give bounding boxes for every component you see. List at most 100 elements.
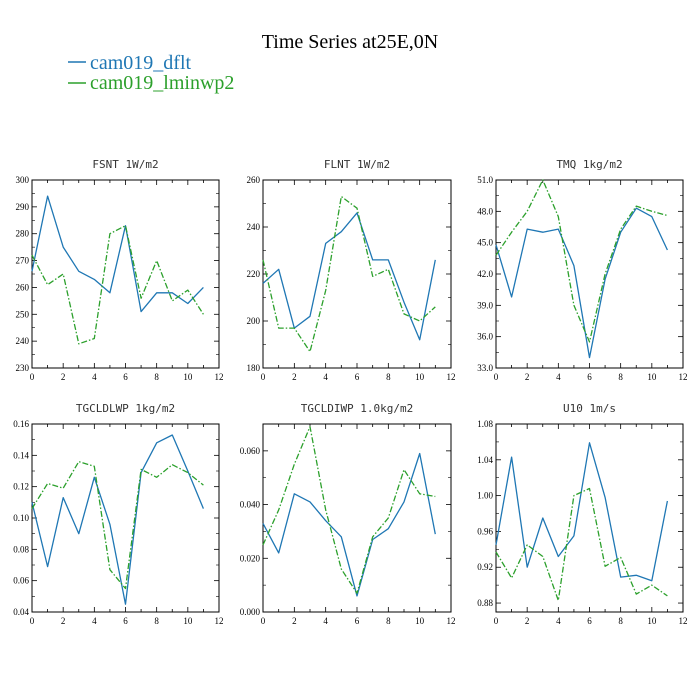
y-tick-label: 290: [16, 202, 30, 212]
y-tick-label: 180: [247, 363, 261, 373]
y-tick-label: 200: [247, 316, 261, 326]
x-tick-label: 6: [587, 372, 592, 382]
series-line-dflt: [262, 212, 436, 341]
series-line-dflt: [495, 207, 668, 359]
x-tick-label: 0: [261, 616, 266, 626]
x-tick-label: 4: [556, 616, 561, 626]
x-tick-label: 10: [415, 372, 425, 382]
x-tick-label: 12: [215, 616, 224, 626]
y-tick-label: 0.060: [240, 446, 261, 456]
panel-title: FSNT 1W/m2: [92, 158, 158, 171]
y-tick-label: 0.06: [13, 576, 29, 586]
y-tick-label: 300: [16, 175, 30, 185]
y-tick-label: 33.0: [477, 363, 493, 373]
panel-title: FLNT 1W/m2: [324, 158, 390, 171]
chart-panel-3: TMQ 1kg/m2 0 2 4 6 8 10 12 33.0 36.0 39.0 42.0 45.0 4…: [477, 158, 687, 382]
panel-title: TGCLDLWP 1kg/m2: [76, 402, 175, 415]
y-tick-label: 0.040: [240, 500, 261, 510]
series-line-lminwp2: [31, 225, 204, 345]
x-tick-label: 12: [447, 372, 456, 382]
x-tick-label: 8: [618, 372, 623, 382]
x-tick-label: 12: [215, 372, 224, 382]
series-line-lminwp2: [262, 426, 436, 594]
x-tick-label: 10: [183, 372, 193, 382]
x-tick-label: 2: [61, 616, 66, 626]
x-tick-label: 8: [154, 616, 159, 626]
x-tick-label: 12: [447, 616, 456, 626]
legend-label-lminwp2: cam019_lminwp2: [90, 72, 234, 94]
y-tick-label: 0.000: [240, 607, 261, 617]
series-line-dflt: [31, 195, 204, 313]
chart-panel-2: FLNT 1W/m2 0 2 4 6 8 10 12 180 200 220 240 260: [247, 158, 456, 382]
x-tick-label: 0: [494, 372, 499, 382]
y-tick-label: 0.10: [13, 513, 29, 523]
y-tick-label: 1.08: [477, 419, 493, 429]
x-tick-label: 2: [525, 372, 530, 382]
x-tick-label: 8: [154, 372, 159, 382]
axes-frame: [262, 423, 452, 613]
x-tick-label: 6: [123, 372, 128, 382]
series-line-dflt: [31, 434, 205, 605]
y-tick-label: 260: [247, 175, 261, 185]
x-tick-label: 2: [292, 372, 297, 382]
y-tick-label: 51.0: [477, 175, 493, 185]
y-tick-label: 48.0: [477, 206, 493, 216]
x-tick-label: 2: [292, 616, 297, 626]
x-tick-label: 10: [183, 616, 193, 626]
chart-panel-6: U10 1m/s 0 2 4 6 8 10 12 0.88 0.92 0.96 1.00 1.04 1.0…: [477, 402, 687, 626]
x-tick-label: 12: [679, 372, 688, 382]
y-tick-label: 260: [16, 282, 30, 292]
panel-title: TMQ 1kg/m2: [556, 158, 622, 171]
chart-panel-1: FSNT 1W/m2 0 2 4 6 8 10 12 230 240 250 260 270 280 290…: [16, 158, 224, 382]
y-tick-label: 0.08: [13, 544, 29, 554]
x-tick-label: 4: [323, 616, 328, 626]
series-line-lminwp2: [495, 179, 668, 343]
y-tick-label: 240: [16, 336, 30, 346]
y-tick-label: 0.04: [13, 607, 29, 617]
x-tick-label: 12: [679, 616, 688, 626]
y-tick-label: 36.0: [477, 332, 493, 342]
x-tick-label: 6: [355, 372, 360, 382]
x-tick-label: 2: [61, 372, 66, 382]
x-tick-label: 6: [587, 616, 592, 626]
x-tick-label: 4: [323, 372, 328, 382]
y-tick-label: 270: [16, 256, 30, 266]
x-tick-label: 0: [30, 616, 35, 626]
y-tick-label: 240: [247, 222, 261, 232]
x-tick-label: 8: [386, 616, 391, 626]
panels-group: FSNT 1W/m20 2 4 6 8 10 12230240250260270280290…: [13, 158, 687, 626]
y-tick-label: 230: [16, 363, 30, 373]
x-tick-label: 2: [525, 616, 530, 626]
y-tick-label: 0.92: [477, 562, 493, 572]
y-tick-label: 250: [16, 309, 30, 319]
y-tick-label: 0.96: [477, 526, 493, 536]
y-tick-label: 220: [247, 269, 261, 279]
x-tick-label: 0: [30, 372, 35, 382]
x-tick-label: 8: [618, 616, 623, 626]
x-tick-label: 4: [92, 616, 97, 626]
panel-title: TGCLDIWP 1.0kg/m2: [301, 402, 414, 415]
chart-panel-4: TGCLDLWP 1kg/m2 0 2 4 6 8 10 12 0.04 0.06 0.08 0.10…: [13, 402, 223, 626]
x-tick-label: 0: [261, 372, 266, 382]
chart-panel-5: TGCLDIWP 1.0kg/m2 0 2 4 6 8 10 12 0.000 0.020 0.04…: [240, 402, 456, 626]
y-tick-label: 280: [16, 229, 30, 239]
series-line-dflt: [262, 452, 436, 597]
x-tick-label: 10: [647, 372, 657, 382]
y-tick-label: 0.88: [477, 598, 493, 608]
x-tick-label: 6: [355, 616, 360, 626]
x-tick-label: 4: [556, 372, 561, 382]
axes-frame: [495, 423, 684, 613]
series-line-lminwp2: [262, 195, 436, 353]
x-tick-label: 10: [647, 616, 657, 626]
axes-frame: [31, 179, 220, 369]
y-tick-label: 0.020: [240, 553, 261, 563]
figure-title: Time Series at25E,0N: [262, 31, 438, 53]
y-tick-label: 0.16: [13, 419, 29, 429]
y-tick-label: 45.0: [477, 238, 493, 248]
series-line-lminwp2: [495, 487, 668, 602]
x-tick-label: 8: [386, 372, 391, 382]
x-tick-label: 6: [123, 616, 128, 626]
x-tick-label: 4: [92, 372, 97, 382]
y-tick-label: 0.14: [13, 450, 29, 460]
